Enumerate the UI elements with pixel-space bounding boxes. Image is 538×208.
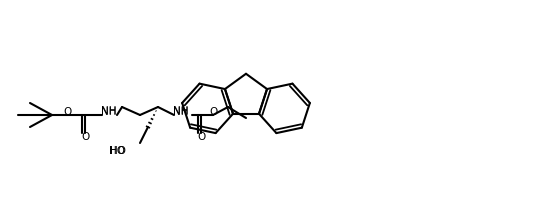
Text: HO: HO bbox=[110, 146, 126, 156]
Text: O: O bbox=[63, 107, 71, 117]
Text: NH: NH bbox=[101, 106, 117, 116]
Text: O: O bbox=[209, 107, 217, 117]
Text: NH: NH bbox=[173, 107, 189, 117]
Text: HO: HO bbox=[109, 146, 125, 156]
Text: NH: NH bbox=[173, 106, 189, 116]
Text: O: O bbox=[197, 132, 205, 142]
Text: O: O bbox=[81, 132, 89, 142]
Text: NH: NH bbox=[101, 107, 117, 117]
